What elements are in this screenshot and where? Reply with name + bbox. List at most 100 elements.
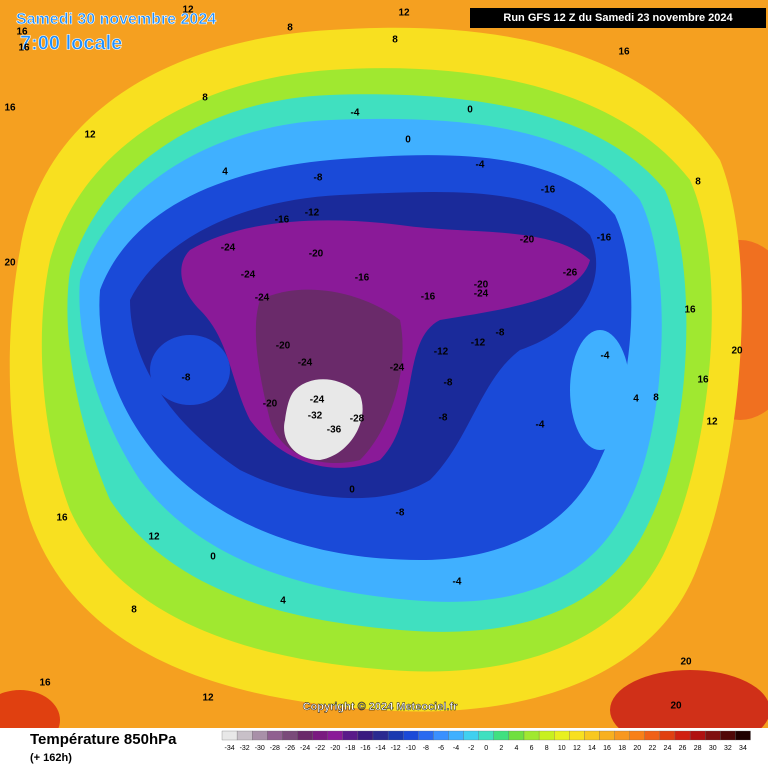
scale-label: -14	[375, 745, 385, 752]
scale-label: 4	[514, 745, 518, 752]
scale-swatch	[327, 730, 343, 741]
scale-label: 16	[603, 745, 611, 752]
contour-label: -24	[255, 293, 270, 304]
contour-label: 20	[4, 258, 16, 269]
contour-label: 12	[398, 8, 410, 19]
scale-swatch	[508, 730, 525, 741]
contour-labels: 12 16 8 12 16 16 12 8 4 -4 0 0 -4 -8 -16 -12 -24 -20 -24 -2…	[4, 5, 743, 712]
contour-label: -20	[309, 249, 324, 260]
scale-swatch	[403, 730, 419, 741]
scale-swatch	[493, 730, 510, 741]
contour-label: 12	[202, 693, 214, 704]
contour-label: 16	[16, 27, 28, 38]
scale-label: -18	[345, 745, 355, 752]
contour-label: -26	[563, 268, 578, 279]
contour-label: 0	[467, 105, 473, 116]
scale-swatch	[720, 730, 736, 741]
scale-swatch	[644, 730, 661, 741]
scale-swatch	[478, 730, 494, 741]
contour-label: -4	[536, 420, 545, 431]
contour-label: -24	[221, 243, 236, 254]
scale-label: -16	[360, 745, 370, 752]
contour-label: 16	[4, 103, 16, 114]
contour-label: -4	[601, 351, 610, 362]
contour-label: -12	[305, 208, 320, 219]
contour-label: -8	[439, 413, 448, 424]
contour-label: -8	[182, 373, 191, 384]
contour-label: -32	[308, 411, 323, 422]
contour-label: -16	[597, 233, 612, 244]
scale-swatch	[569, 730, 585, 741]
contour-label: 8	[287, 23, 293, 34]
scale-swatch	[448, 730, 464, 741]
scale-label: -26	[285, 745, 295, 752]
scale-swatch	[614, 730, 630, 741]
contour-label: 12	[148, 532, 160, 543]
contour-label: -20	[263, 399, 278, 410]
contour-label: 16	[618, 47, 630, 58]
contour-label: -4	[351, 108, 360, 119]
scale-swatch	[629, 730, 645, 741]
contour-label: -8	[496, 328, 505, 339]
scale-swatch	[705, 730, 721, 741]
scale-label: -24	[300, 745, 310, 752]
contour-label: 16	[18, 43, 30, 54]
scale-label: 18	[618, 745, 626, 752]
run-info: Run GFS 12 Z du Samedi 23 novembre 2024	[503, 12, 733, 24]
scale-label: -32	[240, 745, 250, 752]
contour-label: 20	[731, 346, 743, 357]
contour-label: 16	[684, 305, 696, 316]
contour-label: 4	[280, 596, 286, 607]
contour-label: 8	[653, 393, 659, 404]
scale-swatch	[312, 730, 328, 741]
color-scale: -34 -32 -30 -28 -26 -24 -22 -20 -18 -16 -14 -12 -10-…	[221, 730, 751, 752]
contour-label: -24	[390, 363, 405, 374]
contour-label: -20	[276, 341, 291, 352]
subtitle: 7:00 locale	[20, 32, 122, 54]
contour-label: 0	[405, 135, 411, 146]
contour-label: 4	[633, 394, 639, 405]
contour-label: 16	[697, 375, 709, 386]
scale-swatch	[674, 730, 691, 741]
contour-label: 20	[670, 701, 682, 712]
scale-label: -34	[224, 745, 234, 752]
contour-label: -16	[355, 273, 370, 284]
scale-label: -30	[255, 745, 265, 752]
contour-label: 16	[39, 678, 51, 689]
contour-label: 12	[706, 417, 718, 428]
contour-label: 8	[695, 177, 701, 188]
scale-swatch	[554, 730, 570, 741]
scale-swatch	[221, 730, 238, 741]
scale-swatch	[282, 730, 298, 741]
contour-label: 12	[84, 130, 96, 141]
scale-label: -28	[270, 745, 280, 752]
scale-label: 34	[739, 745, 747, 752]
scale-swatch	[689, 730, 706, 741]
contour-label: 12	[182, 5, 194, 16]
scale-swatch	[252, 730, 268, 741]
scale-label: -6	[438, 745, 444, 752]
scale-label: -8	[423, 745, 429, 752]
scale-label: 20	[633, 745, 641, 752]
scale-swatch	[735, 730, 751, 741]
scale-label: -4	[453, 745, 459, 752]
contour-label: 8	[131, 605, 137, 616]
scale-label: -10	[406, 745, 416, 752]
scale-label: 6	[530, 745, 534, 752]
run-box	[470, 8, 766, 28]
contour-label: -24	[298, 358, 313, 369]
contour-label: -12	[471, 338, 486, 349]
scale-swatch	[463, 730, 479, 741]
contour-label: -24	[474, 289, 489, 300]
scale-swatch	[659, 730, 676, 741]
contour-label: -16	[541, 185, 556, 196]
contour-label: -16	[421, 292, 436, 303]
contour-label: -16	[275, 215, 290, 226]
contour-label: -36	[327, 425, 342, 436]
scale-label: 32	[724, 745, 732, 752]
scale-swatch	[433, 730, 449, 741]
scale-label: 28	[694, 745, 702, 752]
scale-label: 26	[679, 745, 687, 752]
scale-label: -2	[468, 745, 474, 752]
